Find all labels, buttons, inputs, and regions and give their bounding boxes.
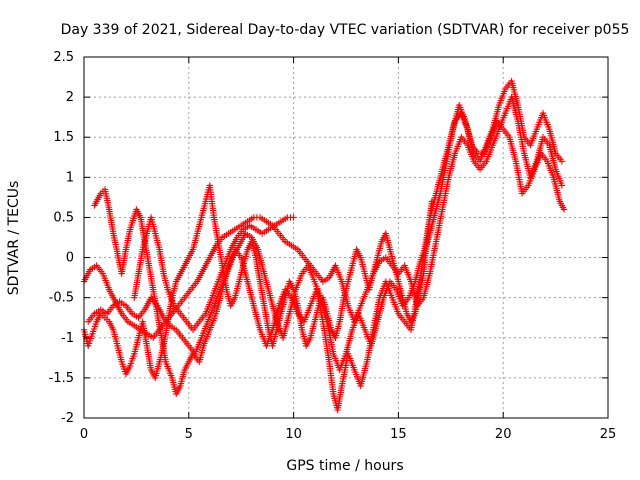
x-tick-label: 0 (80, 427, 88, 442)
x-axis-title: GPS time / hours (286, 458, 403, 474)
y-axis-title: SDTVAR / TECUs (6, 181, 22, 296)
data-series (80, 77, 568, 414)
data-point-marker (428, 198, 436, 205)
y-tick-label: -1.5 (49, 371, 74, 386)
data-point-marker (560, 206, 568, 213)
y-tick-label: 1 (66, 170, 74, 185)
chart-title: Day 339 of 2021, Sidereal Day-to-day VTE… (61, 22, 630, 38)
y-tick-label: 2 (66, 90, 74, 105)
y-tick-label: -0.5 (49, 291, 74, 306)
y-tick-label: 0.5 (53, 210, 74, 225)
y-tick-label: -2 (61, 411, 74, 426)
x-tick-label: 15 (390, 427, 407, 442)
axis-ticks: 0 5 10 15 20 25 -2 -1.5 -1 -0.5 0 0.5 1 1.5 2 2.5 (49, 50, 617, 442)
y-tick-label: 0 (66, 251, 74, 266)
x-tick-label: 20 (495, 427, 512, 442)
x-tick-label: 5 (185, 427, 193, 442)
y-tick-label: 1.5 (53, 130, 74, 145)
data-point-marker (558, 158, 566, 165)
data-point-marker (558, 182, 566, 189)
x-tick-label: 10 (285, 427, 302, 442)
data-point-marker (290, 214, 297, 221)
x-tick-label: 25 (600, 427, 617, 442)
plot-frame (83, 56, 609, 419)
y-tick-label: 2.5 (53, 50, 74, 65)
y-tick-label: -1 (61, 331, 74, 346)
